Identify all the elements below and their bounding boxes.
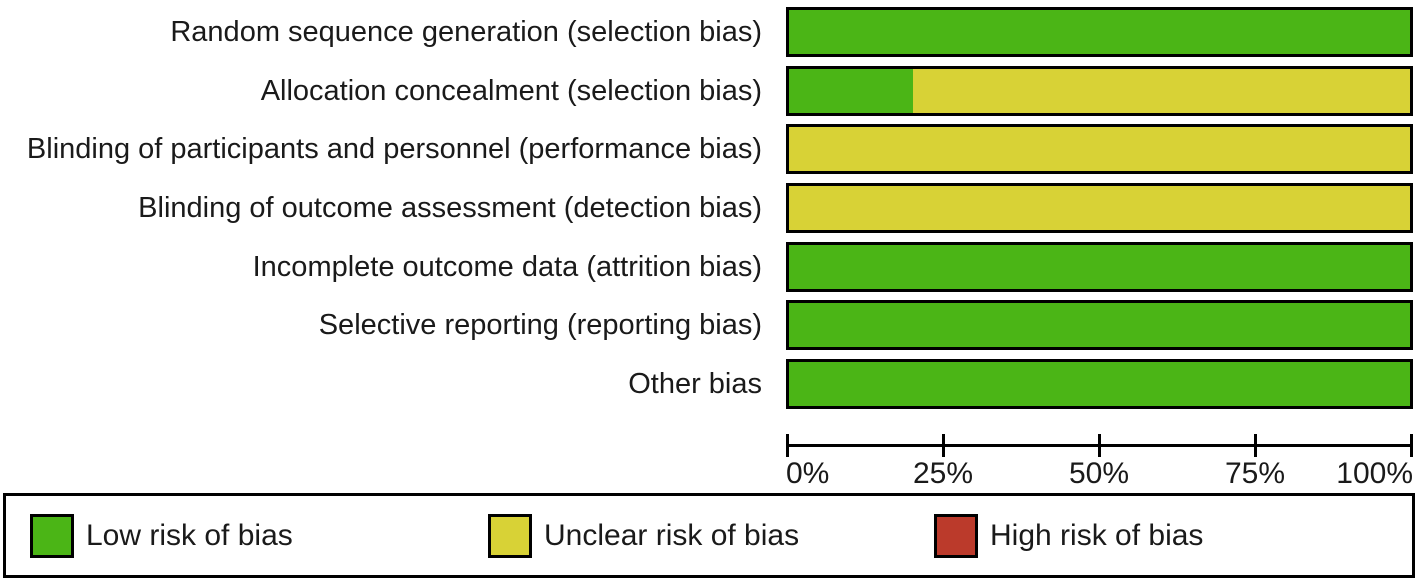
axis-tick	[1098, 434, 1101, 457]
bar-segment-low	[789, 362, 1410, 406]
bar-segment-low	[789, 303, 1410, 347]
axis-tick-label: 25%	[912, 457, 974, 490]
legend: Low risk of bias Unclear risk of bias High…	[3, 493, 1415, 578]
legend-item-unclear: Unclear risk of bias	[488, 496, 799, 575]
bar-segment-low	[789, 10, 1410, 54]
legend-item-low: Low risk of bias	[30, 496, 293, 575]
legend-swatch-low	[30, 513, 74, 558]
axis-tick-label: 75%	[1224, 457, 1286, 490]
stacked-bar	[786, 124, 1413, 174]
bar-segment-low	[789, 245, 1410, 289]
bar-segment-unclear	[789, 186, 1410, 230]
axis-tick	[1254, 434, 1257, 457]
category-label: Other bias	[628, 368, 762, 400]
category-label: Random sequence generation (selection bi…	[170, 16, 762, 48]
category-label: Blinding of participants and personnel (…	[26, 133, 762, 165]
stacked-bar	[786, 242, 1413, 292]
axis-tick	[786, 434, 789, 457]
category-label: Blinding of outcome assessment (detectio…	[138, 192, 762, 224]
legend-swatch-unclear	[488, 513, 532, 558]
axis-tick	[942, 434, 945, 457]
stacked-bar	[786, 66, 1413, 116]
legend-label: High risk of bias	[990, 518, 1204, 552]
stacked-bar	[786, 359, 1413, 409]
axis-tick-label: 50%	[1068, 457, 1130, 490]
legend-label: Low risk of bias	[86, 518, 293, 552]
stacked-bar	[786, 300, 1413, 350]
category-label: Allocation concealment (selection bias)	[260, 75, 762, 107]
bar-segment-unclear	[789, 127, 1410, 171]
axis-tick-label: 100%	[1336, 457, 1413, 490]
legend-swatch-high	[934, 513, 978, 558]
legend-label: Unclear risk of bias	[544, 518, 800, 552]
stacked-bar	[786, 183, 1413, 233]
stacked-bar	[786, 7, 1413, 57]
axis-tick-label: 0%	[786, 457, 830, 490]
axis-tick	[1410, 434, 1413, 457]
category-label: Incomplete outcome data (attrition bias)	[252, 251, 762, 283]
bar-segment-low	[789, 69, 914, 113]
bar-segment-unclear	[913, 69, 1410, 113]
category-label: Selective reporting (reporting bias)	[318, 309, 762, 341]
legend-item-high: High risk of bias	[934, 496, 1203, 575]
